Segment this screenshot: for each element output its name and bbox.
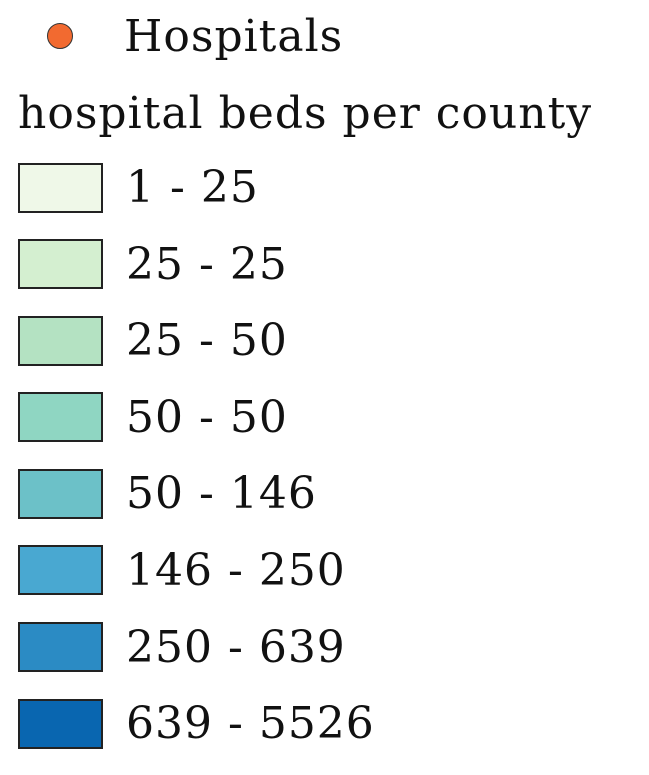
legend-swatch — [18, 392, 103, 443]
legend-item-hospitals: Hospitals — [0, 8, 343, 64]
legend-item-class: 1 - 25 — [18, 162, 375, 213]
legend-item-class: 146 - 250 — [18, 545, 375, 596]
legend-item-class: 50 - 50 — [18, 392, 375, 443]
legend-item-class: 25 - 25 — [18, 239, 375, 290]
legend-class-label: 25 - 25 — [126, 238, 288, 290]
legend-item-class: 50 - 146 — [18, 468, 375, 519]
legend-swatch — [18, 545, 103, 596]
legend-swatch — [18, 468, 103, 519]
legend-class-label: 50 - 50 — [126, 391, 288, 443]
legend-item-class: 250 - 639 — [18, 622, 375, 673]
legend-class-label: 50 - 146 — [126, 468, 317, 520]
legend-swatch — [18, 698, 103, 749]
legend-class-label: 25 - 50 — [126, 315, 288, 367]
legend-item-class: 639 - 5526 — [18, 698, 375, 749]
legend-swatch — [18, 239, 103, 290]
legend-class-label: 250 - 639 — [126, 621, 346, 673]
legend-class-list: 1 - 25 25 - 25 25 - 50 50 - 50 50 - 146 146 -… — [18, 162, 375, 775]
legend-class-label: 146 - 250 — [126, 544, 346, 596]
legend-class-label: 1 - 25 — [126, 162, 259, 213]
legend-swatch — [18, 315, 103, 366]
legend-swatch — [18, 622, 103, 673]
legend-item-class: 25 - 50 — [18, 315, 375, 366]
legend-label-hospitals: Hospitals — [124, 10, 344, 62]
legend-swatch — [18, 162, 103, 213]
legend-class-label: 639 - 5526 — [126, 698, 375, 750]
circle-marker-icon — [47, 23, 73, 49]
legend-title-hospital-beds: hospital beds per county — [18, 88, 593, 139]
